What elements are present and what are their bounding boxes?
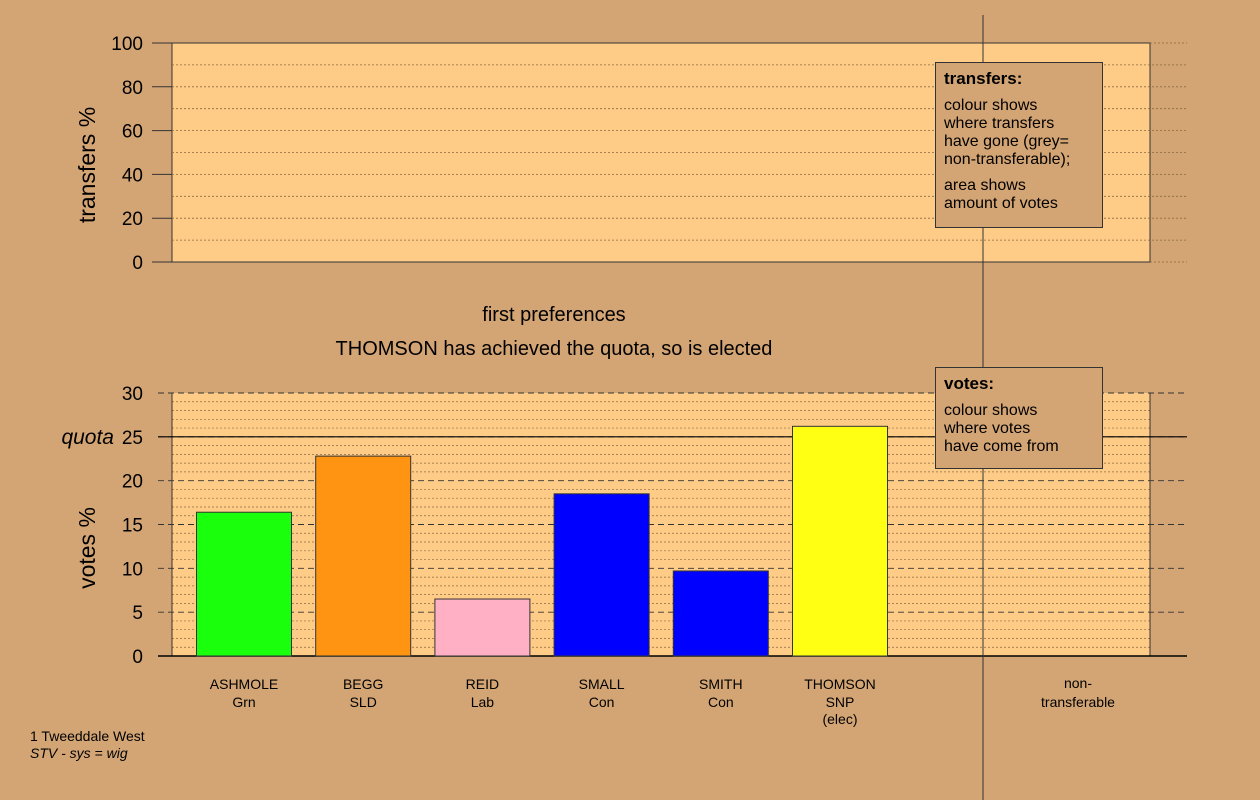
transfers-legend-line: amount of votes xyxy=(944,195,1058,212)
votes-legend-line: have come from xyxy=(944,438,1059,455)
status-heading: THOMSON has achieved the quota, so is el… xyxy=(336,338,773,360)
quota-label: quota xyxy=(61,426,114,449)
transfers-tick-label: 60 xyxy=(122,122,143,143)
candidate-party-label: Con xyxy=(708,694,734,710)
votes-tick-label: 10 xyxy=(122,559,143,580)
transfers-legend-line: where transfers xyxy=(944,115,1055,132)
votes-legend-line: colour shows xyxy=(944,402,1038,419)
votes-legend-title: votes: xyxy=(944,374,995,393)
transfers-tick-label: 100 xyxy=(111,34,143,55)
candidate-name-label: BEGG xyxy=(343,676,383,692)
candidate-name-label: ASHMOLE xyxy=(210,676,278,692)
bar-begg xyxy=(315,455,412,657)
transfers-legend-line: area shows xyxy=(944,177,1026,194)
votes-tick-label: 5 xyxy=(132,603,143,624)
candidate-party-label: Grn xyxy=(232,694,255,710)
bar-ashmole xyxy=(196,511,292,657)
stage-heading: first preferences xyxy=(482,304,625,326)
transfers-legend-line: colour shows xyxy=(944,97,1038,114)
candidate-status-label: (elec) xyxy=(822,711,857,727)
bar-thomson xyxy=(792,425,888,657)
nontransferable-label: transferable xyxy=(1041,694,1115,710)
votes-legend: votes: colour shows where votes have com… xyxy=(935,367,1103,469)
candidate-party-label: SNP xyxy=(826,694,855,710)
votes-tick-label: 15 xyxy=(122,516,143,537)
votes-tick-label: 0 xyxy=(132,647,143,668)
votes-axis-label: votes % xyxy=(74,507,100,589)
votes-tick-label: 30 xyxy=(122,384,143,405)
candidate-party-label: SLD xyxy=(350,694,377,710)
candidate-name-label: SMITH xyxy=(699,676,743,692)
transfers-legend: transfers: colour shows where transfers … xyxy=(935,62,1103,228)
candidate-name-label: THOMSON xyxy=(804,676,876,692)
transfers-legend-line: have gone (grey= xyxy=(944,133,1069,150)
nontransferable-label: non- xyxy=(1064,675,1092,691)
candidate-party-label: Lab xyxy=(471,694,495,710)
votes-tick-label: 25 xyxy=(122,428,143,449)
system-label: STV - sys = wig xyxy=(30,745,128,761)
transfers-legend-line: non-transferable); xyxy=(944,151,1071,168)
candidate-name-label: REID xyxy=(466,676,499,692)
transfers-axis-label: transfers % xyxy=(74,107,100,223)
bar-small xyxy=(553,493,650,657)
bar-smith xyxy=(672,570,769,657)
votes-legend-line: where votes xyxy=(944,420,1031,437)
transfers-tick-label: 0 xyxy=(132,253,143,274)
transfers-tick-label: 80 xyxy=(122,78,143,99)
candidate-name-label: SMALL xyxy=(579,676,625,692)
candidate-party-label: Con xyxy=(589,694,615,710)
ward-name: 1 Tweeddale West xyxy=(30,728,145,744)
transfers-tick-label: 20 xyxy=(122,209,143,230)
transfers-tick-label: 40 xyxy=(122,165,143,186)
bar-reid xyxy=(434,598,531,657)
votes-tick-label: 20 xyxy=(122,472,143,493)
footer: 1 Tweeddale West STV - sys = wig xyxy=(30,728,145,762)
transfers-legend-title: transfers: xyxy=(944,69,1023,88)
